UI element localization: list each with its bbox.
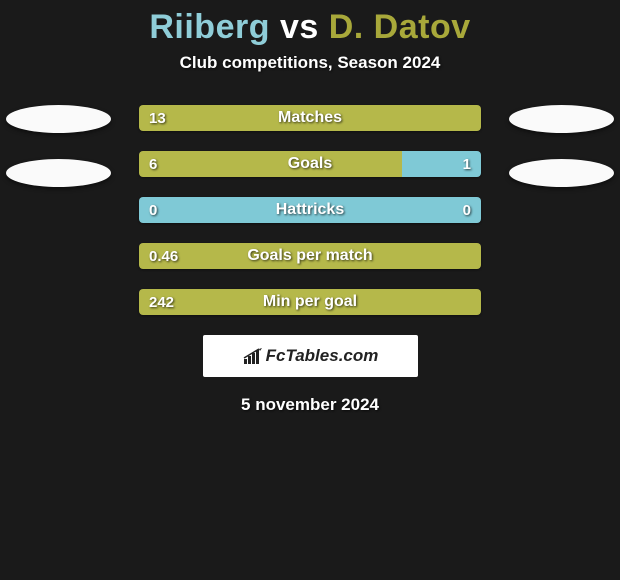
page-title: Riiberg vs D. Datov [0,0,620,47]
logo-box: FcTables.com [203,335,418,377]
comparison-infographic: Riiberg vs D. Datov Club competitions, S… [0,0,620,580]
player-right-name: D. Datov [329,8,471,46]
bar-segment-left [139,243,481,269]
stat-bar: Min per goal242 [139,289,481,315]
bar-segment-left [139,289,481,315]
bar-segment-left [139,151,402,177]
stat-bar: Goals per match0.46 [139,243,481,269]
bar-segment-right [402,151,481,177]
avatar-placeholder-right-2 [509,159,614,187]
logo-text: FcTables.com [266,346,379,366]
subtitle: Club competitions, Season 2024 [0,53,620,73]
date-text: 5 november 2024 [0,395,620,415]
stat-bar: Hattricks00 [139,197,481,223]
avatar-placeholder-left-1 [6,105,111,133]
stats-area: Matches13 Goals61 Hattricks00 Goals per mat… [0,105,620,315]
avatar-placeholder-right-1 [509,105,614,133]
bar-segment-left [139,197,481,223]
stat-bars: Matches13 Goals61 Hattricks00 Goals per mat… [0,105,620,315]
chart-icon [242,347,264,365]
vs-text: vs [280,8,319,46]
stat-bar: Goals61 [139,151,481,177]
site-logo: FcTables.com [242,346,379,366]
bar-segment-left [139,105,481,131]
avatar-placeholder-left-2 [6,159,111,187]
player-left-name: Riiberg [149,8,270,46]
stat-bar: Matches13 [139,105,481,131]
